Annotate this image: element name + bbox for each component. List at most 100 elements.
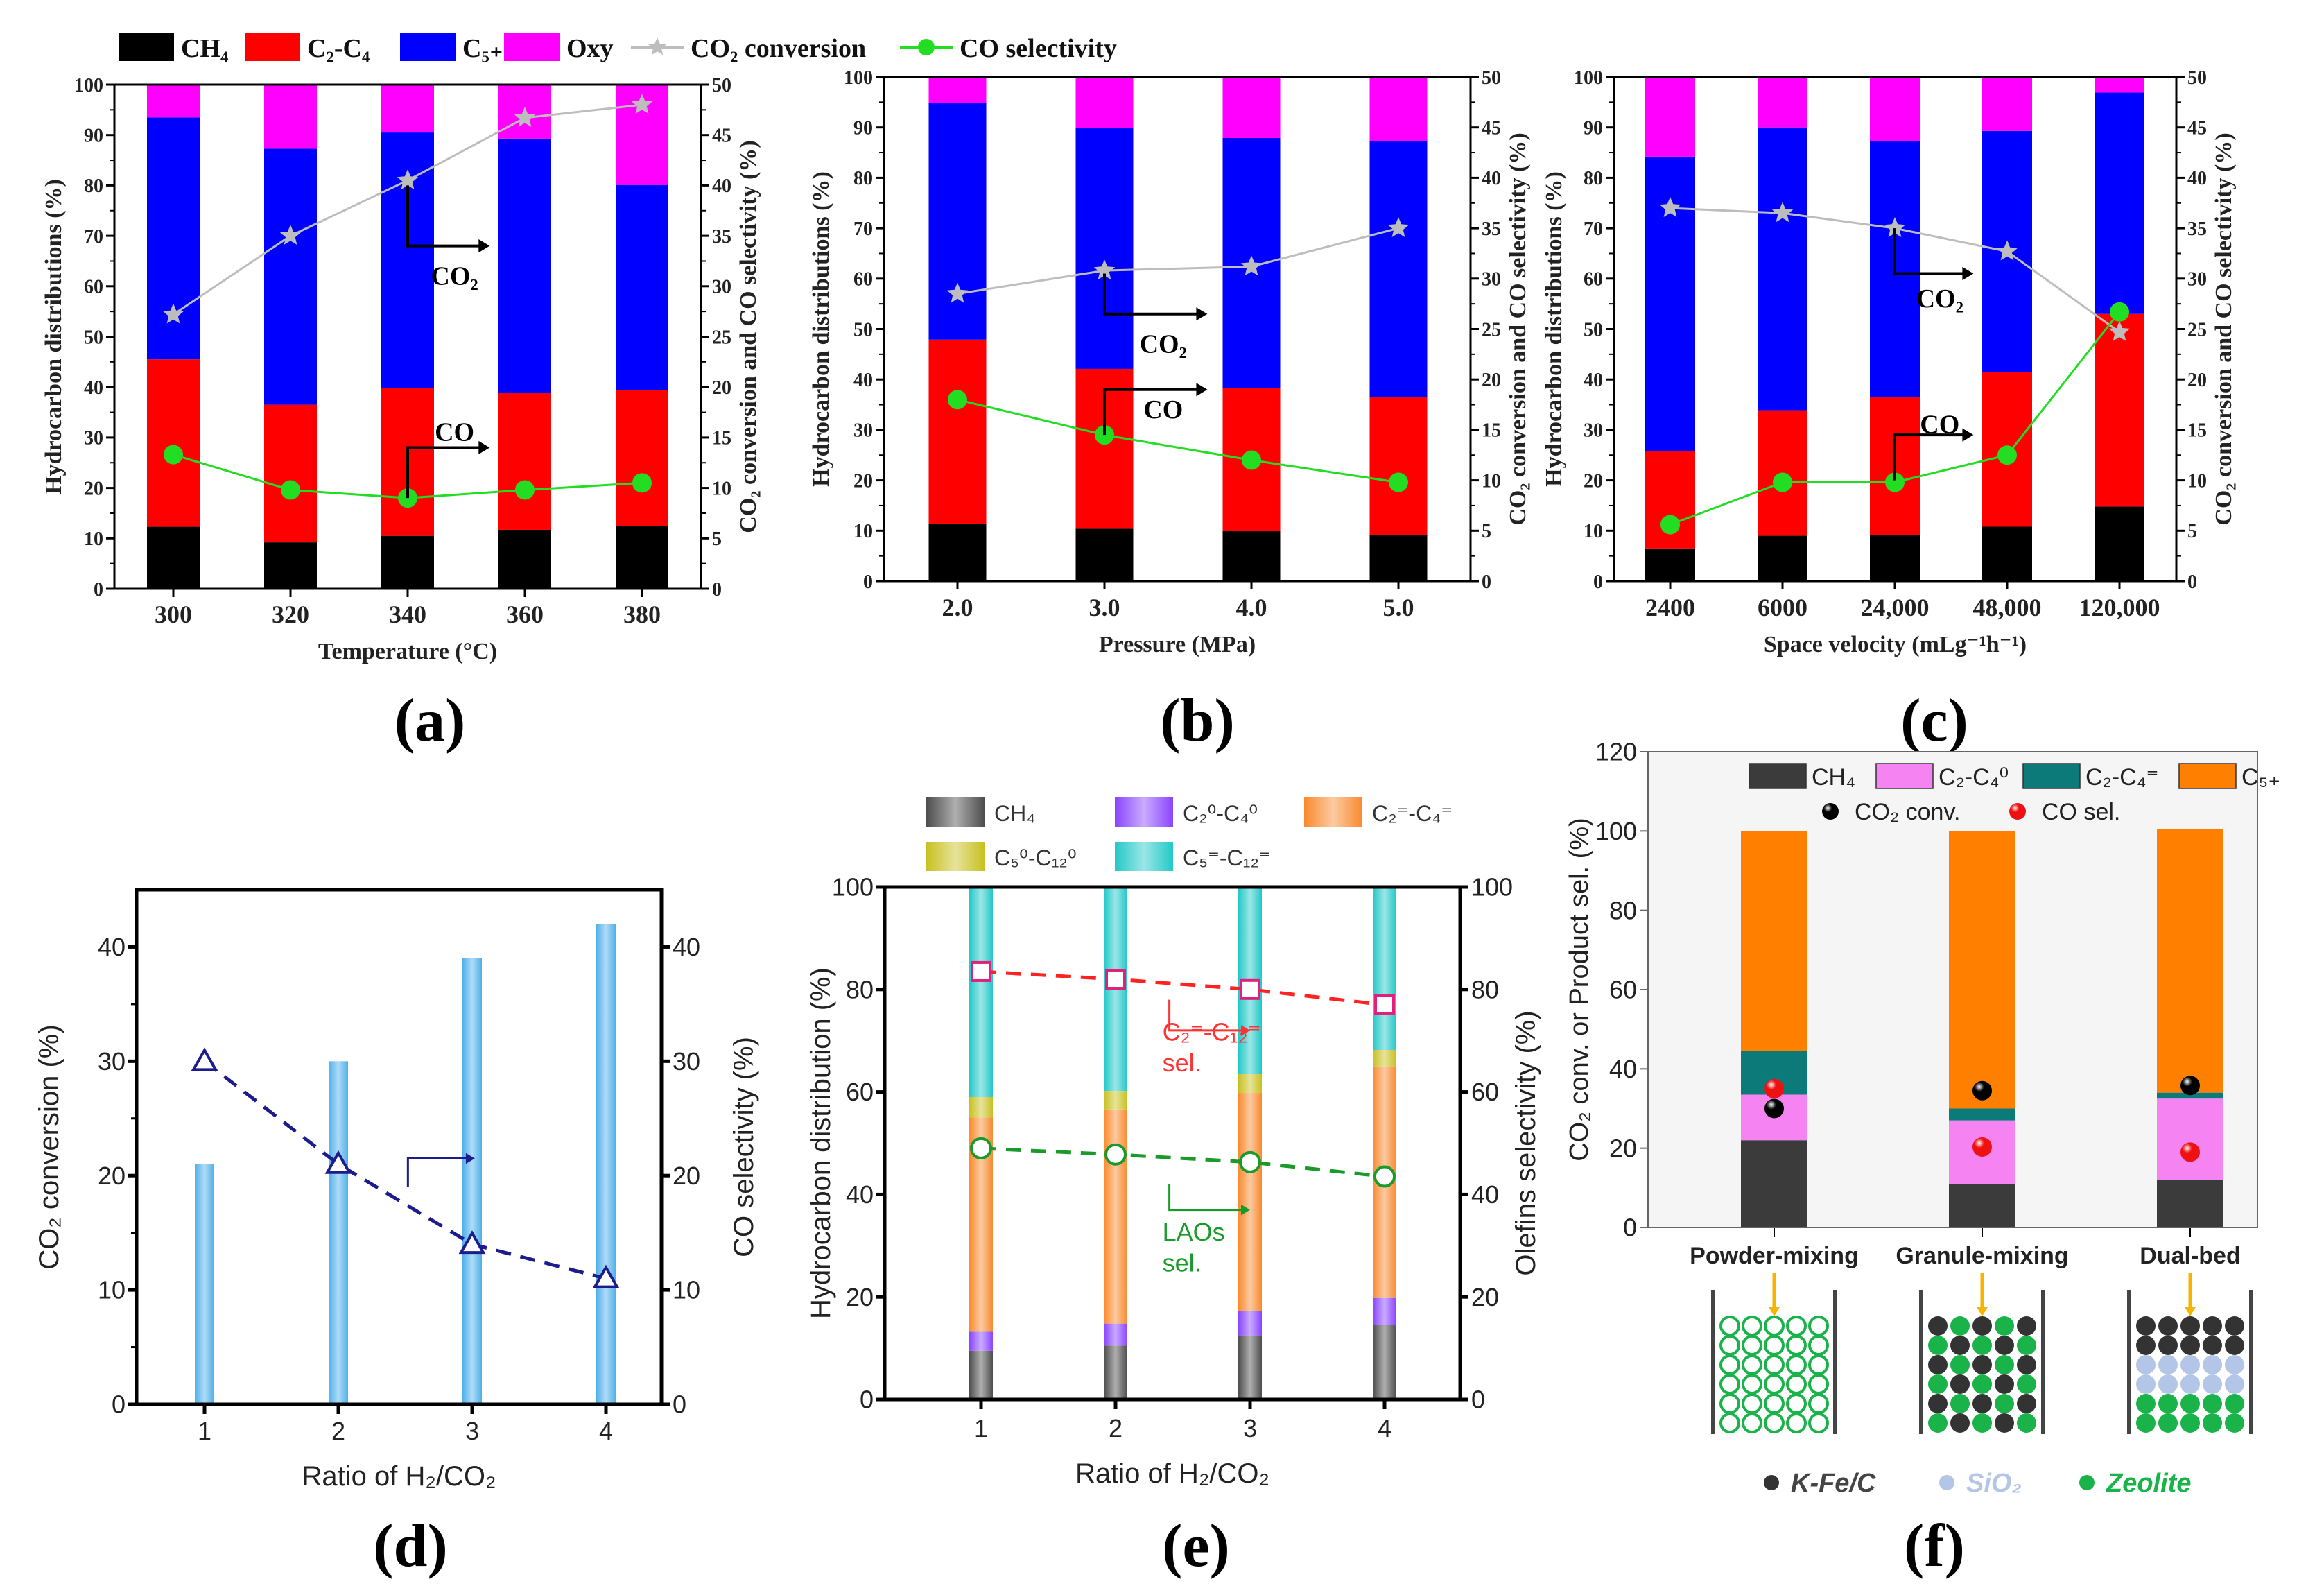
panel-a: 300 320 340 360 380 0 10 20 30 40 50 60 70 80 90 100 0 5 1…: [41, 75, 761, 755]
y-tick-label: 100: [74, 75, 103, 96]
y-tick-label: 10: [98, 1276, 125, 1304]
zeolite-particle: [2180, 1394, 2200, 1413]
legend-swatch: [400, 33, 456, 61]
bar-stack: [1949, 831, 2015, 1227]
y-tick-label: 90: [1584, 118, 1603, 139]
zeolite-particle: [1808, 1316, 1829, 1336]
y-tick-label: 100: [1595, 817, 1637, 845]
y2-tick-label: 10: [2187, 470, 2207, 492]
x-tick-label: 1: [198, 1417, 211, 1445]
bar-ch4: [2095, 506, 2144, 581]
bar-ch4: [1949, 1184, 2015, 1227]
legend-swatch: [1304, 798, 1362, 827]
bar-ch4: [264, 542, 317, 589]
open-circle-marker: [1239, 1150, 1261, 1173]
annotation-label: CO₂: [1140, 329, 1187, 359]
y-tick-label: 50: [853, 319, 873, 340]
arrowhead-icon: [1196, 307, 1208, 321]
legend-label: CO sel.: [2042, 799, 2120, 825]
zeolite-particle: [1742, 1393, 1762, 1414]
y-tick-label: 70: [1584, 218, 1603, 240]
y-tick-label: 80: [1609, 896, 1637, 924]
k-fe-c-particle: [2136, 1336, 2156, 1355]
annotation-label: CO: [1920, 411, 1959, 440]
zeolite-particle: [1742, 1354, 1762, 1375]
y2-tick-label: 40: [1482, 168, 1501, 189]
legend-abc: CH₄ C₂-C₄ C₅₊ Oxy CO₂ conversion CO selectivi…: [119, 33, 1117, 63]
y2-tick-label: 10: [712, 478, 731, 499]
bar-stack: [1373, 887, 1396, 1399]
zeolite-particle: [1764, 1413, 1785, 1433]
arrowhead-icon: [478, 239, 490, 253]
zeolite-particle: [2225, 1394, 2244, 1413]
zeolite-particle: [1950, 1394, 1970, 1413]
sio2-particle: [2180, 1355, 2200, 1374]
y-tick-label: 100: [1574, 67, 1603, 89]
y2-tick-label: 10: [673, 1276, 700, 1304]
y2-axis-label: CO selectivity (%): [729, 1037, 759, 1257]
zeolite-particle: [1719, 1413, 1740, 1433]
zeolite-particle: [1808, 1374, 1829, 1395]
reactor-diagram-dual-bed: [2127, 1273, 2253, 1434]
zeolite-particle: [1764, 1393, 1785, 1414]
x-tick-label: 1: [974, 1414, 988, 1442]
kfec-particle: [1928, 1355, 1948, 1374]
zeolite-particle: [1786, 1413, 1807, 1433]
bar-stack: [195, 1164, 214, 1404]
bar-co2-conversion: [195, 1164, 214, 1404]
y-tick-label: 80: [1584, 168, 1603, 189]
zeolite-particle: [1742, 1374, 1762, 1395]
bar-oxy: [1870, 77, 1920, 141]
co2-conv-marker: [1764, 1098, 1784, 1119]
legend: CH₄ C₂-C₄⁰ C₂-C₄⁼ C₅₊ CO₂ conv. CO sel.: [1749, 763, 2280, 825]
annotation-label: C₂⁼-C₁₂⁼: [1163, 1018, 1261, 1046]
y-tick-label: 30: [84, 428, 103, 449]
y-tick-label: 50: [1584, 319, 1603, 340]
bar-stack: [462, 958, 482, 1404]
x-tick-label: 340: [389, 601, 426, 628]
bar-ch4: [1758, 535, 1807, 581]
zeolite-particle: [1972, 1336, 1992, 1355]
star-marker: [1771, 202, 1794, 223]
y2-tick-label: 50: [2187, 67, 2207, 89]
y-axis-label: CO₂ conversion (%): [34, 1024, 64, 1269]
open-square-marker: [971, 960, 991, 982]
bar-ch4: [498, 529, 551, 589]
annotation-label: LAOs: [1163, 1218, 1225, 1246]
bar-c2-c4: [1238, 1093, 1262, 1311]
panel-label: (a): [394, 687, 466, 755]
y-tick-label: 50: [84, 327, 103, 348]
y-tick-label: 40: [853, 370, 873, 391]
bar-ch4: [1870, 535, 1920, 581]
bar-c2-c4: [1369, 397, 1428, 535]
y2-tick-label: 25: [2187, 319, 2207, 340]
open-circle-marker: [1104, 1143, 1127, 1166]
bar-oxy: [381, 85, 434, 133]
arrowhead-icon: [478, 440, 490, 455]
y-tick-label: 0: [94, 579, 103, 601]
zeolite-particle: [1742, 1335, 1762, 1356]
bar-stack: [2157, 829, 2223, 1227]
legend-swatch: [1115, 798, 1173, 827]
plot-frame: [135, 888, 664, 1406]
bar-ch4: [381, 535, 434, 589]
y2-tick-label: 15: [2187, 420, 2207, 442]
legend-label: CH₄: [1812, 764, 1855, 791]
x-tick-label: 4: [599, 1417, 613, 1445]
co-sel-marker: [1764, 1078, 1784, 1098]
bar-ch4: [928, 524, 987, 581]
reactor-diagram-powder-mixing: [1711, 1273, 1837, 1434]
y-tick-label: 10: [1584, 521, 1603, 542]
legend-label: K-Fe/C: [1791, 1469, 1876, 1498]
x-tick-label: 3.0: [1089, 594, 1120, 621]
star-marker: [397, 169, 419, 190]
y-tick-label: 20: [84, 478, 103, 499]
y-tick-label: 100: [844, 67, 873, 89]
kfec-particle: [1928, 1316, 1948, 1336]
reactor-diagram-granule-mixing: [1919, 1273, 2045, 1434]
legend-marker: [1822, 803, 1839, 820]
y-tick-label: 20: [853, 470, 873, 492]
zeolite-particle: [1742, 1316, 1762, 1336]
legend-label: C₅₊: [462, 34, 503, 63]
zeolite-particle: [2136, 1413, 2156, 1433]
